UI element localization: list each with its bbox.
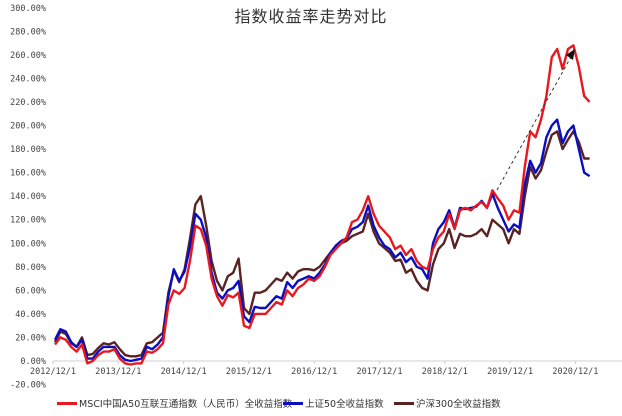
y-axis: 300.00% 280.00% 260.00% 240.00% 220.00% 200.0… (10, 4, 46, 391)
y-tick-label: 220.00% (10, 98, 46, 108)
x-tick-label: 2013/12/1 (95, 367, 141, 377)
y-tick-label: 140.00% (10, 192, 46, 202)
legend-label: 沪深300全收益指数 (416, 399, 501, 410)
legend-swatch-brown (394, 401, 414, 405)
y-tick-label: 120.00% (10, 216, 46, 226)
y-tick-label: 200.00% (10, 122, 46, 132)
y-tick-label: 300.00% (10, 4, 46, 14)
legend-item-msci-a50: MSCI中国A50互联互通指数（人民币）全收益指数 (57, 396, 292, 410)
x-tick-label: 2012/12/1 (30, 367, 76, 377)
trend-arrow-annotation (496, 49, 575, 191)
y-tick-label: 40.00% (15, 310, 46, 320)
y-tick-label: 100.00% (10, 239, 46, 249)
y-tick-label: 240.00% (10, 74, 46, 84)
x-tick-label: 2016/12/1 (291, 367, 337, 377)
y-tick-label: 80.00% (15, 263, 46, 273)
x-tick-label: 2017/12/1 (356, 367, 402, 377)
legend-label: MSCI中国A50互联互通指数（人民币）全收益指数 (79, 399, 293, 410)
y-tick-label: 160.00% (10, 169, 46, 179)
x-tick-label: 2019/12/1 (487, 367, 533, 377)
series-line-1 (53, 118, 591, 363)
y-tick-label: 180.00% (10, 145, 46, 155)
chart-title: 指数收益率走势对比 (234, 7, 388, 26)
legend-item-csi300: 沪深300全收益指数 (394, 396, 501, 410)
y-tick-label: -20.00% (10, 381, 46, 391)
arrow-head-icon (566, 49, 575, 60)
series-line-0 (54, 44, 591, 366)
legend-item-sse50: 上证50全收益指数 (283, 396, 384, 410)
y-tick-label: 280.00% (10, 27, 46, 37)
x-tick-label: 2020/12/1 (552, 367, 598, 377)
legend-label: 上证50全收益指数 (305, 399, 384, 410)
x-tick-label: 2014/12/1 (161, 367, 207, 377)
legend-swatch-blue (283, 401, 303, 405)
x-tick-label: 2015/12/1 (226, 367, 272, 377)
y-tick-label: 0.00% (20, 357, 46, 367)
legend-swatch-red (57, 401, 77, 405)
x-axis: 2012/12/1 2013/12/1 2014/12/1 2015/12/1 2016… (30, 360, 622, 377)
y-tick-label: 260.00% (10, 51, 46, 61)
series-layer (53, 44, 591, 366)
legend: MSCI中国A50互联互通指数（人民币）全收益指数 上证50全收益指数 沪深30… (0, 396, 622, 414)
x-tick-label: 2018/12/1 (422, 367, 468, 377)
series-line-2 (53, 130, 590, 358)
y-tick-label: 60.00% (15, 286, 46, 296)
y-tick-label: 20.00% (15, 333, 46, 343)
